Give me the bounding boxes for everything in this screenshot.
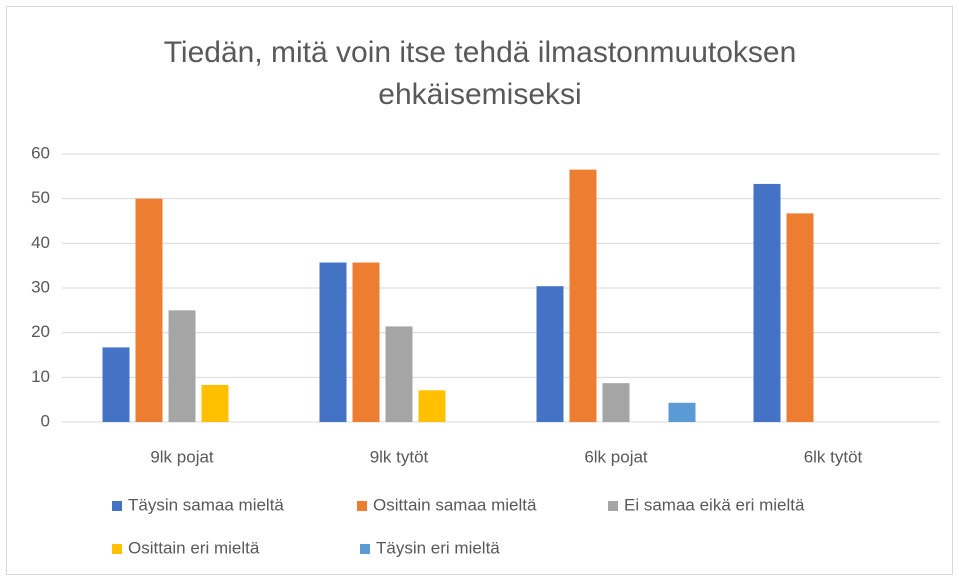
bar (536, 286, 564, 422)
legend-label: Ei samaa eikä eri mieltä (624, 495, 805, 514)
bar (753, 183, 781, 422)
bar (168, 310, 196, 422)
y-tick-label: 30 (31, 277, 50, 296)
y-tick-label: 40 (31, 233, 50, 252)
bar (201, 384, 229, 422)
legend-swatch (357, 501, 367, 511)
bar (102, 347, 130, 422)
legend-label: Osittain samaa mieltä (373, 495, 537, 514)
y-tick-label: 60 (31, 143, 50, 162)
legend-swatch (112, 501, 122, 511)
legend-label: Täysin eri mieltä (376, 538, 500, 557)
x-tick-label: 6lk pojat (584, 447, 648, 466)
y-tick-label: 50 (31, 188, 50, 207)
y-tick-label: 0 (41, 411, 50, 430)
bar (352, 262, 380, 422)
bar (668, 402, 696, 422)
legend-label: Osittain eri mieltä (128, 538, 260, 557)
x-tick-label: 9lk tytöt (370, 447, 429, 466)
bar (135, 198, 163, 422)
bar (569, 169, 597, 422)
bar (319, 262, 347, 422)
legend-label: Täysin samaa mieltä (128, 495, 284, 514)
y-tick-label: 20 (31, 322, 50, 341)
legend-swatch (112, 544, 122, 554)
bar (418, 390, 446, 422)
legend-swatch (608, 501, 618, 511)
bar (602, 383, 630, 422)
bar (385, 326, 413, 422)
x-tick-label: 6lk tytöt (804, 447, 863, 466)
bar (786, 213, 814, 422)
legend-swatch (360, 544, 370, 554)
y-tick-label: 10 (31, 367, 50, 386)
x-tick-label: 9lk pojat (150, 447, 214, 466)
chart-title: Tiedän, mitä voin itse tehdä ilmastonmuu… (163, 36, 797, 111)
